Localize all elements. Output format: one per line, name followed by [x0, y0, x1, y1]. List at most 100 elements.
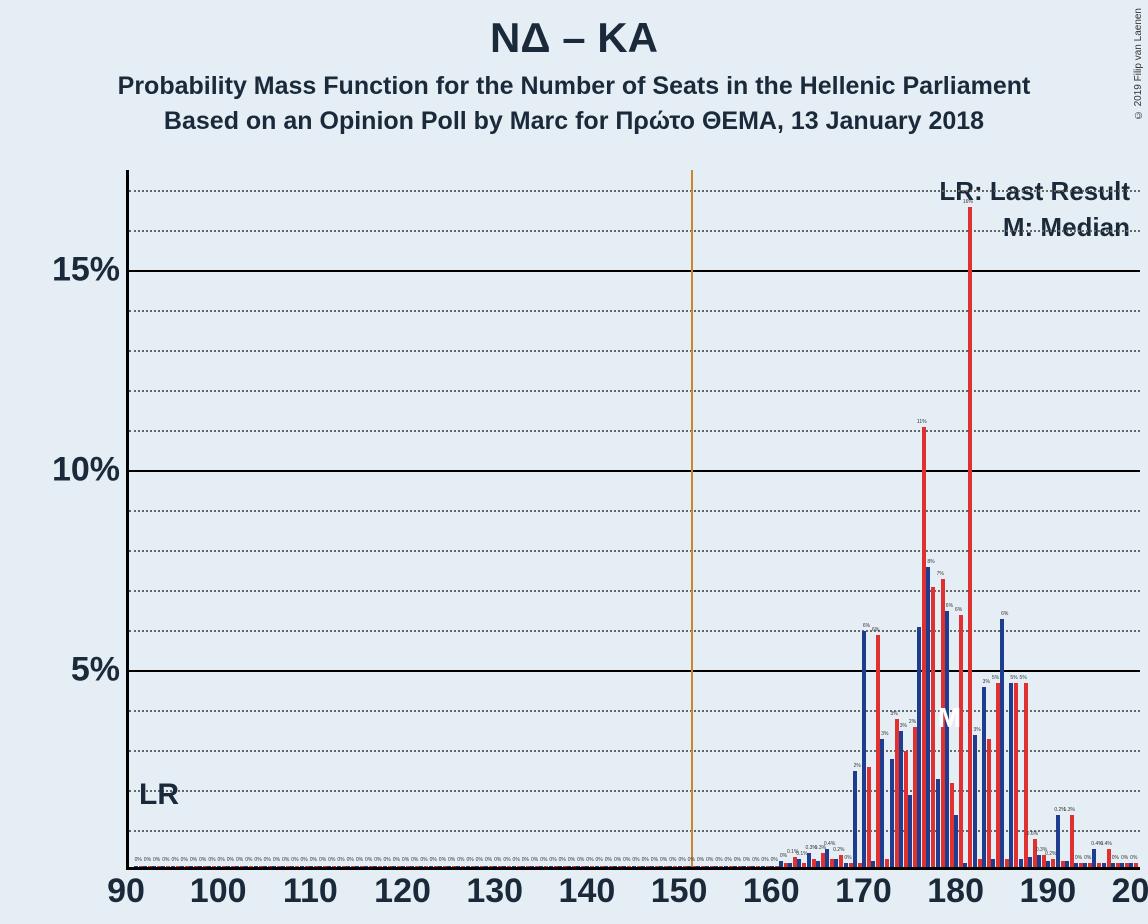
bar-value-label: 0% — [402, 857, 409, 863]
bar-value-label: 0% — [513, 857, 520, 863]
bar-value-label: 16% — [963, 199, 973, 205]
bar-blue — [733, 866, 737, 868]
bar-blue — [235, 866, 239, 868]
x-axis-label: 100 — [190, 872, 247, 911]
bar-value-label: 0% — [697, 857, 704, 863]
bar-value-label: 5% — [992, 675, 999, 681]
bar-blue — [834, 859, 838, 867]
bar-blue — [217, 866, 221, 868]
bar-value-label: 0.4% — [1100, 841, 1111, 847]
grid-minor — [129, 310, 1140, 312]
bar-value-label: 0% — [1075, 855, 1082, 861]
bar-blue — [899, 731, 903, 867]
bar-value-label: 0% — [236, 857, 243, 863]
grid-major — [129, 670, 1140, 672]
bar-red — [987, 739, 991, 867]
bar-red — [959, 615, 963, 867]
bar-value-label: 0% — [171, 857, 178, 863]
bar-blue — [659, 866, 663, 868]
bar-blue — [447, 866, 451, 868]
chart-container: LR: Last Result M: Median LR0%0%0%0%0%0%… — [40, 170, 1140, 910]
bar-blue — [539, 866, 543, 868]
chart-subtitle-1: Probability Mass Function for the Number… — [0, 62, 1148, 101]
bar-blue — [816, 861, 820, 867]
bar-blue — [530, 866, 534, 868]
bar-blue — [650, 866, 654, 868]
bar-value-label: 0% — [190, 857, 197, 863]
bar-blue — [567, 866, 571, 868]
bar-value-label: 0% — [153, 857, 160, 863]
bar-blue — [668, 866, 672, 868]
bar-value-label: 0.2% — [833, 847, 844, 853]
bar-value-label: 0% — [596, 857, 603, 863]
chart-subtitle-2: Based on an Opinion Poll by Marc for Πρώ… — [0, 101, 1148, 136]
bar-value-label: 0% — [660, 857, 667, 863]
x-axis-label: 120 — [374, 872, 431, 911]
bar-blue — [1083, 863, 1087, 867]
bar-value-label: 5% — [1020, 675, 1027, 681]
bar-blue — [595, 866, 599, 868]
x-axis-label: 190 — [1019, 872, 1076, 911]
bar-red — [867, 767, 871, 867]
bar-value-label: 0% — [752, 857, 759, 863]
bar-blue — [207, 866, 211, 868]
bar-blue — [466, 866, 470, 868]
bar-blue — [1009, 683, 1013, 867]
bar-blue — [825, 849, 829, 867]
bar-blue — [383, 866, 387, 868]
bar-blue — [1111, 863, 1115, 867]
bar-blue — [576, 866, 580, 868]
bar-blue — [1019, 859, 1023, 867]
bar-value-label: 6% — [955, 607, 962, 613]
bar-value-label: 0% — [457, 857, 464, 863]
bar-value-label: 1.3% — [1064, 807, 1075, 813]
bar-value-label: 0% — [771, 857, 778, 863]
bar-value-label: 0% — [485, 857, 492, 863]
grid-minor — [129, 430, 1140, 432]
bar-value-label: 0% — [291, 857, 298, 863]
bar-blue — [954, 815, 958, 867]
bar-blue — [1000, 619, 1004, 867]
bar-value-label: 3% — [983, 679, 990, 685]
bar-blue — [161, 866, 165, 868]
bar-blue — [871, 861, 875, 867]
bar-value-label: 0% — [365, 857, 372, 863]
bar-value-label: 0% — [761, 857, 768, 863]
grid-major — [129, 270, 1140, 272]
bar-value-label: 6% — [872, 627, 879, 633]
bar-value-label: 0% — [208, 857, 215, 863]
bar-blue — [1028, 857, 1032, 867]
bar-value-label: 0% — [430, 857, 437, 863]
bar-blue — [281, 866, 285, 868]
bar-value-label: 0% — [199, 857, 206, 863]
bar-blue — [807, 853, 811, 867]
bar-value-label: 0% — [586, 857, 593, 863]
bar-value-label: 0% — [301, 857, 308, 863]
bar-value-label: 6% — [1001, 611, 1008, 617]
bar-value-label: 11% — [917, 419, 927, 425]
bar-value-label: 0% — [374, 857, 381, 863]
bar-blue — [226, 866, 230, 868]
bar-blue — [502, 866, 506, 868]
bar-value-label: 2% — [854, 763, 861, 769]
bar-blue — [1065, 861, 1069, 867]
x-axis-label: 180 — [927, 872, 984, 911]
bar-blue — [392, 866, 396, 868]
grid-minor — [129, 710, 1140, 712]
bar-blue — [797, 859, 801, 867]
bar-value-label: 0% — [282, 857, 289, 863]
bar-blue — [788, 863, 792, 867]
bar-value-label: 0% — [632, 857, 639, 863]
bar-value-label: 0% — [614, 857, 621, 863]
y-axis-label: 15% — [52, 251, 120, 290]
bar-blue — [1120, 863, 1124, 867]
bar-value-label: 0% — [844, 855, 851, 861]
bar-value-label: 0% — [494, 857, 501, 863]
x-axis-label: 200 — [1112, 872, 1148, 911]
bar-blue — [844, 863, 848, 867]
bar-value-label: 0% — [448, 857, 455, 863]
plot-area: LR: Last Result M: Median LR0%0%0%0%0%0%… — [126, 170, 1140, 870]
bar-value-label: 0% — [706, 857, 713, 863]
bar-blue — [742, 866, 746, 868]
bar-value-label: 0% — [688, 857, 695, 863]
